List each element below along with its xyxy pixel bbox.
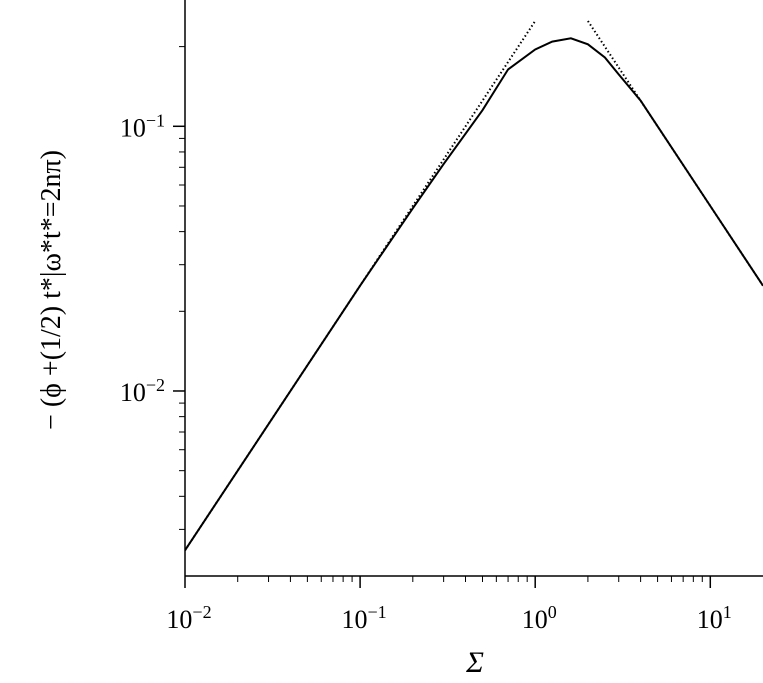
x-axis-label: Σ (465, 646, 484, 679)
x-tick-label: 10−1 (342, 602, 387, 634)
y-tick-label: 10−1 (120, 110, 165, 142)
x-tick-label: 100 (522, 602, 557, 634)
series-line (587, 20, 763, 287)
x-tick-label: 101 (697, 602, 732, 634)
y-axis-label: − (ϕ +(1/2) t*|ω*t*=2nπ) (36, 150, 67, 430)
y-tick-label: 10−2 (120, 375, 165, 407)
series-line (185, 37, 763, 551)
x-tick-label: 10−2 (166, 602, 211, 634)
series-line (185, 20, 537, 551)
